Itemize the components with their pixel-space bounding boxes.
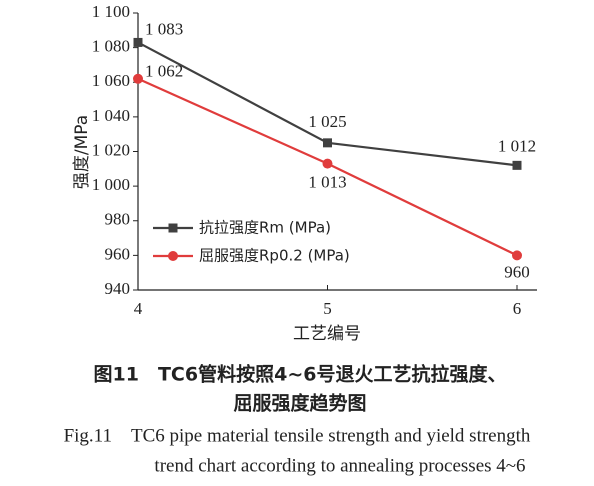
marker: [322, 158, 333, 169]
value-label: 1 013: [308, 173, 346, 192]
x-tick-label: 6: [513, 299, 522, 318]
y-tick-label: 980: [105, 210, 131, 229]
x-tick-label: 5: [323, 299, 332, 318]
marker: [133, 73, 143, 84]
caption-cn: 屈服强度趋势图: [233, 392, 366, 415]
y-axis-label: 强度/MPa: [72, 115, 92, 189]
legend-label: 屈服强度Rp0.2 (MPa): [199, 247, 350, 265]
y-tick-label: 1 000: [92, 175, 130, 194]
y-tick-label: 1 020: [92, 140, 130, 159]
legend-marker: [168, 223, 178, 233]
y-tick-label: 1 060: [92, 71, 130, 90]
y-tick-label: 1 040: [92, 106, 130, 125]
legend-label: 抗拉强度Rm (MPa): [199, 219, 331, 237]
legend-marker: [168, 251, 178, 261]
x-axis-label: 工艺编号: [293, 324, 361, 344]
y-tick-label: 940: [105, 279, 131, 298]
y-tick-label: 960: [105, 244, 131, 263]
marker: [512, 160, 522, 170]
value-label: 1 012: [498, 136, 536, 155]
marker: [512, 250, 522, 261]
y-tick-label: 1 080: [92, 37, 130, 56]
value-label: 1 083: [145, 19, 183, 38]
value-label: 1 025: [308, 112, 346, 131]
marker: [133, 37, 143, 47]
caption-en: Fig.11 TC6 pipe material tensile strengt…: [64, 425, 531, 446]
value-label: 960: [504, 262, 530, 281]
caption-cn: 图11 TC6管料按照4~6号退火工艺抗拉强度、: [94, 363, 507, 386]
y-tick-label: 1 100: [92, 2, 130, 21]
marker: [323, 138, 332, 148]
caption-en: trend chart according to annealing proce…: [154, 455, 525, 476]
value-label: 1 062: [145, 62, 183, 81]
x-tick-label: 4: [134, 299, 143, 318]
